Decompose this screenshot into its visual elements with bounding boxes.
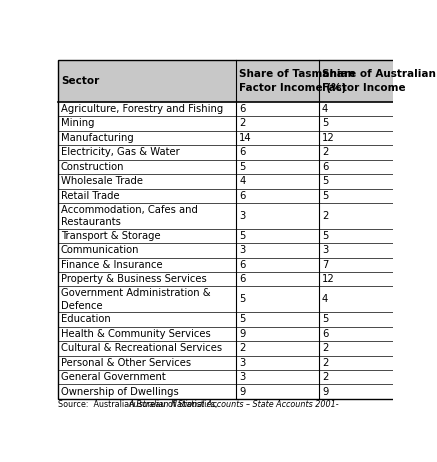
Bar (58, 203, 396, 229)
Bar (58, 243, 396, 257)
Text: 5: 5 (322, 118, 328, 128)
Text: 6: 6 (239, 191, 246, 201)
Text: Finance & Insurance: Finance & Insurance (61, 260, 163, 270)
Text: 2: 2 (322, 211, 328, 221)
Text: Ownership of Dwellings: Ownership of Dwellings (61, 387, 179, 397)
Text: Health & Community Services: Health & Community Services (61, 329, 211, 339)
Text: 6: 6 (239, 147, 246, 158)
Text: Electricity, Gas & Water: Electricity, Gas & Water (61, 147, 180, 158)
Text: Wholesale Trade: Wholesale Trade (61, 176, 143, 186)
Text: 6: 6 (322, 162, 328, 172)
Text: Share of Australian
Factor Income: Share of Australian Factor Income (322, 69, 436, 92)
Text: 6: 6 (239, 104, 246, 114)
Text: Communication: Communication (61, 245, 139, 255)
Bar (58, 174, 396, 188)
Text: Agriculture, Forestry and Fishing: Agriculture, Forestry and Fishing (61, 104, 223, 114)
Text: Sector: Sector (61, 76, 99, 86)
Text: 5: 5 (239, 231, 246, 241)
Text: 2: 2 (239, 118, 246, 128)
Text: 6: 6 (322, 329, 328, 339)
Text: Mining: Mining (61, 118, 94, 128)
Text: Education: Education (61, 314, 111, 324)
Bar (58, 312, 396, 327)
Bar (58, 384, 396, 399)
Bar (58, 131, 396, 145)
Text: Manufacturing: Manufacturing (61, 133, 134, 143)
Text: 2: 2 (239, 343, 246, 353)
Bar (58, 327, 396, 341)
Text: 12: 12 (322, 133, 335, 143)
Text: Share of Tasmanian
Factor Income (%): Share of Tasmanian Factor Income (%) (239, 69, 355, 92)
Text: 6: 6 (239, 274, 246, 284)
Text: 2: 2 (322, 343, 328, 353)
Text: 2: 2 (322, 147, 328, 158)
Text: 5: 5 (239, 314, 246, 324)
Text: 5: 5 (239, 162, 246, 172)
Text: 5: 5 (239, 294, 246, 304)
Bar (58, 355, 396, 370)
Text: 3: 3 (239, 372, 245, 382)
Bar (58, 370, 396, 384)
Bar (58, 60, 396, 102)
Text: 4: 4 (322, 294, 328, 304)
Text: 9: 9 (239, 329, 246, 339)
Bar (58, 188, 396, 203)
Text: Australian National Accounts – State Accounts 2001-: Australian National Accounts – State Acc… (128, 401, 339, 409)
Bar (58, 102, 396, 116)
Bar (58, 272, 396, 286)
Bar (58, 229, 396, 243)
Text: 14: 14 (239, 133, 252, 143)
Text: Construction: Construction (61, 162, 124, 172)
Text: 12: 12 (322, 274, 335, 284)
Text: 6: 6 (239, 260, 246, 270)
Text: 5: 5 (322, 231, 328, 241)
Text: Transport & Storage: Transport & Storage (61, 231, 160, 241)
Text: 4: 4 (322, 104, 328, 114)
Text: 3: 3 (239, 211, 245, 221)
Bar (58, 286, 396, 312)
Text: Retail Trade: Retail Trade (61, 191, 119, 201)
Text: General Government: General Government (61, 372, 166, 382)
Text: 5: 5 (322, 176, 328, 186)
Text: 3: 3 (239, 358, 245, 368)
Text: Accommodation, Cafes and
Restaurants: Accommodation, Cafes and Restaurants (61, 205, 198, 227)
Text: Personal & Other Services: Personal & Other Services (61, 358, 191, 368)
Text: 7: 7 (322, 260, 328, 270)
Text: 3: 3 (239, 245, 245, 255)
Text: 4: 4 (239, 176, 245, 186)
Bar (58, 257, 396, 272)
Text: 2: 2 (322, 358, 328, 368)
Text: Source:  Australian Bureau of Statistics,: Source: Australian Bureau of Statistics, (58, 401, 220, 409)
Bar (58, 159, 396, 174)
Text: Government Administration &
Defence: Government Administration & Defence (61, 288, 211, 310)
Text: 5: 5 (322, 191, 328, 201)
Text: Cultural & Recreational Services: Cultural & Recreational Services (61, 343, 222, 353)
Bar (58, 145, 396, 159)
Bar (58, 341, 396, 355)
Bar (58, 116, 396, 131)
Text: Property & Business Services: Property & Business Services (61, 274, 207, 284)
Text: 2: 2 (322, 372, 328, 382)
Text: 5: 5 (322, 314, 328, 324)
Text: 3: 3 (322, 245, 328, 255)
Text: 9: 9 (239, 387, 246, 397)
Text: 9: 9 (322, 387, 328, 397)
